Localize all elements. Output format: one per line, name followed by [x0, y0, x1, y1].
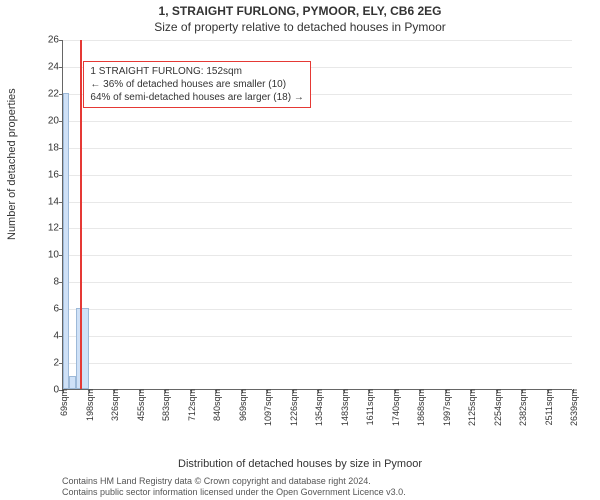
xtick-label: 969sqm: [238, 389, 248, 421]
xtick-label: 198sqm: [85, 389, 95, 421]
annotation-line: 64% of semi-detached houses are larger (…: [90, 91, 303, 104]
gridline: [63, 336, 572, 337]
xtick-label: 1483sqm: [340, 389, 350, 426]
ytick-label: 16: [48, 169, 59, 180]
annotation-line: 1 STRAIGHT FURLONG: 152sqm: [90, 65, 303, 78]
gridline: [63, 202, 572, 203]
xtick-label: 840sqm: [212, 389, 222, 421]
x-axis-label: Distribution of detached houses by size …: [0, 458, 600, 470]
gridline: [63, 228, 572, 229]
gridline: [63, 309, 572, 310]
xtick-label: 69sqm: [59, 389, 69, 416]
xtick-label: 1097sqm: [263, 389, 273, 426]
histogram-bar: [63, 93, 69, 389]
gridline: [63, 282, 572, 283]
ytick-mark: [59, 40, 63, 41]
xtick-label: 2125sqm: [467, 389, 477, 426]
xtick-label: 583sqm: [161, 389, 171, 421]
ytick-label: 24: [48, 61, 59, 72]
ytick-label: 18: [48, 142, 59, 153]
chart-title-line2: Size of property relative to detached ho…: [0, 20, 600, 34]
gridline: [63, 255, 572, 256]
plot-area: 0246810121416182022242669sqm198sqm326sqm…: [62, 40, 572, 390]
xtick-label: 326sqm: [110, 389, 120, 421]
xtick-label: 2511sqm: [544, 389, 554, 425]
footer-line1: Contains HM Land Registry data © Crown c…: [62, 476, 371, 486]
gridline: [63, 121, 572, 122]
ytick-label: 10: [48, 250, 59, 261]
ytick-label: 26: [48, 35, 59, 46]
xtick-label: 2382sqm: [518, 389, 528, 426]
gridline: [63, 363, 572, 364]
xtick-label: 712sqm: [187, 389, 197, 421]
footer-line2: Contains public sector information licen…: [62, 487, 406, 497]
annotation-box: 1 STRAIGHT FURLONG: 152sqm← 36% of detac…: [83, 61, 310, 108]
y-axis-label: Number of detached properties: [6, 88, 18, 240]
xtick-label: 1611sqm: [365, 389, 375, 425]
xtick-label: 1740sqm: [391, 389, 401, 426]
chart-title-line1: 1, STRAIGHT FURLONG, PYMOOR, ELY, CB6 2E…: [0, 4, 600, 18]
marker-line: [80, 40, 82, 389]
gridline: [63, 175, 572, 176]
xtick-label: 455sqm: [136, 389, 146, 421]
xtick-label: 1997sqm: [442, 389, 452, 426]
ytick-label: 14: [48, 196, 59, 207]
xtick-label: 2254sqm: [493, 389, 503, 426]
gridline: [63, 40, 572, 41]
xtick-label: 1868sqm: [416, 389, 426, 426]
xtick-label: 2639sqm: [569, 389, 579, 426]
ytick-label: 12: [48, 223, 59, 234]
ytick-label: 22: [48, 88, 59, 99]
annotation-line: ← 36% of detached houses are smaller (10…: [90, 78, 303, 91]
ytick-mark: [59, 67, 63, 68]
xtick-label: 1354sqm: [314, 389, 324, 426]
xtick-label: 1226sqm: [289, 389, 299, 426]
gridline: [63, 148, 572, 149]
ytick-label: 20: [48, 115, 59, 126]
histogram-bar: [76, 308, 89, 389]
